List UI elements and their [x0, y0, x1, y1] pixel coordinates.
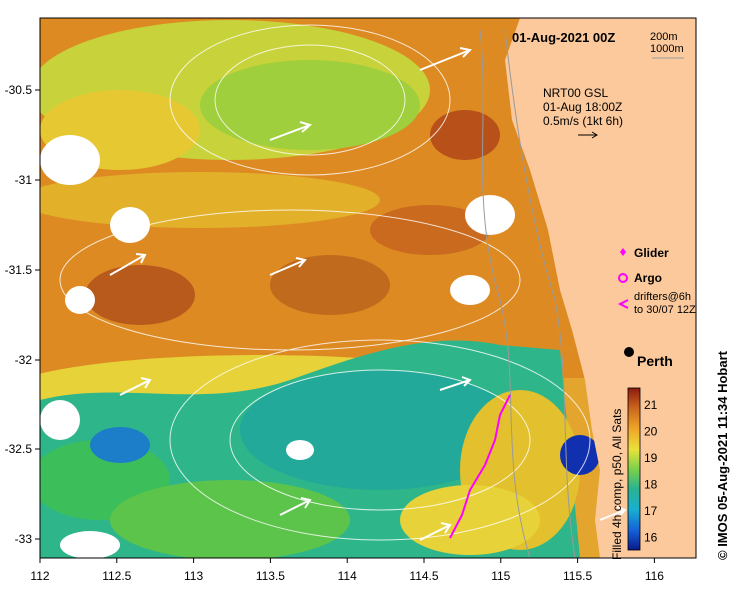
contour-legend-200m: 200m	[650, 31, 678, 43]
lon-tick-label: 113	[184, 569, 203, 583]
drifter-marker-icon	[617, 299, 629, 309]
drifters-legend-line1: drifters@6h	[634, 291, 691, 303]
colorbar	[627, 387, 641, 551]
scale-arrow-icon	[578, 131, 598, 139]
lon-tick-label: 112.5	[102, 569, 131, 583]
lon-tick-label: 112	[30, 569, 49, 583]
lat-tick-label: -32.5	[5, 442, 33, 456]
colorbar-tick-label: 19	[644, 451, 658, 465]
colorbar-tick-label: 17	[644, 504, 658, 518]
perth-marker-icon	[624, 347, 634, 357]
glider-marker-icon	[620, 248, 626, 256]
glider-legend-label: Glider	[634, 246, 669, 260]
lat-tick-label: -31	[15, 173, 33, 187]
colorbar-tick-label: 21	[644, 398, 658, 412]
colorbar-tick-label: 20	[644, 425, 658, 439]
lon-tick-label: 114	[338, 569, 357, 583]
sst-field	[40, 18, 696, 558]
longitude-axis: 112 112.5 113 113.5 114 114.5 115 115.5 116	[30, 558, 664, 583]
land-area	[505, 18, 696, 558]
drifters-legend-line2: to 30/07 12Z	[634, 304, 696, 316]
city-label: Perth	[637, 353, 673, 369]
lon-tick-label: 115.5	[563, 569, 592, 583]
contour-legend-1000m: 1000m	[650, 43, 684, 55]
current-time-label: 01-Aug 18:00Z	[543, 100, 622, 114]
colorbar-tick-label: 16	[644, 531, 658, 545]
current-source-label: NRT00 GSL	[543, 86, 608, 100]
colorbar-tick-label: 18	[644, 478, 658, 492]
lat-tick-label: -32	[15, 353, 33, 367]
colorbar-ticks: 21 20 19 18 17 16	[644, 398, 658, 545]
argo-marker-icon	[618, 273, 628, 283]
lat-tick-label: -30.5	[5, 83, 33, 97]
credit-text: © IMOS 05-Aug-2021 11:34 Hobart	[715, 350, 730, 560]
latitude-axis: -30.5 -31 -31.5 -32 -32.5 -33	[5, 83, 40, 546]
lon-tick-label: 115	[491, 569, 510, 583]
current-scale-label: 0.5m/s (1kt 6h)	[543, 114, 623, 128]
lon-tick-label: 116	[645, 569, 664, 583]
lon-tick-label: 114.5	[409, 569, 438, 583]
lat-tick-label: -33	[15, 532, 33, 546]
date-label: 01-Aug-2021 00Z	[512, 30, 615, 45]
argo-legend-label: Argo	[634, 271, 662, 285]
lon-tick-label: 113.5	[256, 569, 285, 583]
colorbar-caption: Filled 4h comp, p50, All Sats	[610, 409, 624, 560]
lat-tick-label: -31.5	[5, 263, 33, 277]
